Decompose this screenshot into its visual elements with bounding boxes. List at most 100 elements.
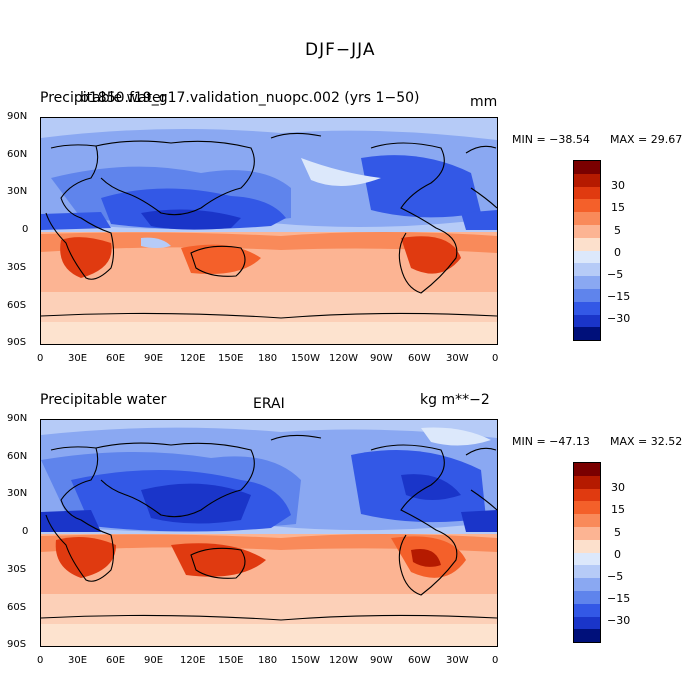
panel-1-map [40,117,498,345]
colorbar-cell [574,565,600,579]
panel-1-max: MAX = 29.67 [610,133,683,146]
colorbar-cell [574,327,600,341]
panel-1-lat-tick: 90S [7,337,27,348]
panel-2-lon-tick: 180 [258,655,278,666]
panel-1-lat-tick: 30S [7,262,27,273]
panel-2-colorbar-label: 0 [614,548,621,561]
panel-1-case-title: b1850.f19_g17.validation_nuopc.002 (yrs … [80,90,420,106]
colorbar-cell [574,616,600,630]
colorbar-cell [574,314,600,328]
colorbar-cell [574,250,600,264]
colorbar-cell [574,301,600,315]
panel-2-lon-tick: 150E [218,655,244,666]
colorbar-cell [574,488,600,502]
panel-2-max: MAX = 32.52 [610,435,683,448]
panel-2-lon-tick: 30E [68,655,88,666]
panel-1-lon-tick: 60W [408,353,431,364]
panel-2-lat-tick: 30S [7,564,27,575]
panel-1-colorbar-label: −5 [607,268,624,281]
colorbar-cell [574,539,600,553]
colorbar-cell [574,552,600,566]
colorbar-cell [574,475,600,489]
panel-1-colorbar-label: 15 [611,201,625,214]
panel-2-lat-tick: 90N [7,413,28,424]
panel-1-lat-tick: 60S [7,300,27,311]
panel-2-colorbar-label: −15 [607,592,631,605]
colorbar-cell [574,186,600,200]
panel-1-colorbar-cells [574,161,600,341]
figure-title: DJF−JJA [305,40,376,60]
panel-2-colorbar [573,462,601,644]
panel-2-lon-tick: 90E [144,655,164,666]
panel-2-lat-tick: 90S [7,639,27,650]
panel-2-lat-tick: 0 [22,526,29,537]
panel-2-lon-tick: 60E [106,655,126,666]
colorbar-cell [574,501,600,515]
panel-2-lon-tick: 60W [408,655,431,666]
panel-2-lon-tick: 120W [329,655,358,666]
colorbar-cell [574,237,600,251]
colorbar-cell [574,263,600,277]
colorbar-cell [574,590,600,604]
colorbar-cell [574,161,600,174]
colorbar-cell [574,276,600,289]
panel-2-colorbar-label: 15 [611,503,625,516]
panel-1-lon-tick: 0 [492,353,499,364]
panel-1-lon-tick: 0 [37,353,44,364]
colorbar-cell [574,526,600,540]
panel-2-map-svg [41,420,497,646]
panel-2-colorbar-label: −30 [607,614,631,627]
panel-2-lon-tick: 0 [492,655,499,666]
colorbar-cell [574,224,600,238]
panel-1-colorbar-label: 30 [611,179,625,192]
panel-1-lat-tick: 90N [7,111,28,122]
panel-1-left-title: Precipitable water [40,90,167,106]
colorbar-cell [574,578,600,591]
panel-2-min: MIN = −47.13 [512,435,590,448]
panel-2-lat-tick: 60N [7,451,28,462]
panel-2-case-title: ERAI [253,396,285,412]
colorbar-cell [574,173,600,187]
panel-1-colorbar [573,160,601,342]
panel-1-lon-tick: 30W [446,353,469,364]
panel-1-colorbar-label: −15 [607,290,631,303]
panel-2-left-title: Precipitable water [40,392,167,408]
panel-1-lat-tick: 30N [7,186,28,197]
colorbar-cell [574,463,600,476]
panel-1-lon-tick: 150W [291,353,320,364]
panel-1-lon-tick: 120W [329,353,358,364]
panel-1-lon-tick: 90E [144,353,164,364]
panel-1-lon-tick: 30E [68,353,88,364]
colorbar-cell [574,212,600,225]
panel-1-colorbar-label: 5 [614,224,621,237]
colorbar-cell [574,288,600,302]
panel-1-lat-tick: 60N [7,149,28,160]
panel-2-colorbar-cells [574,463,600,643]
panel-2-units: kg m**−2 [420,392,490,408]
panel-1-units: mm [470,94,498,110]
colorbar-cell [574,199,600,213]
panel-1-min: MIN = −38.54 [512,133,590,146]
panel-1-map-svg [41,118,497,344]
panel-2-map [40,419,498,647]
panel-2-lon-tick: 0 [37,655,44,666]
panel-2-colorbar-label: −5 [607,570,624,583]
panel-1-lon-tick: 180 [258,353,278,364]
panel-1-lon-tick: 120E [180,353,206,364]
panel-2-lat-tick: 60S [7,602,27,613]
panel-2-lon-tick: 120E [180,655,206,666]
panel-2-lat-tick: 30N [7,488,28,499]
panel-1-colorbar-label: −30 [607,312,631,325]
panel-1-lon-tick: 150E [218,353,244,364]
panel-1-lon-tick: 90W [370,353,393,364]
colorbar-cell [574,603,600,617]
panel-2-lon-tick: 30W [446,655,469,666]
panel-2-lon-tick: 90W [370,655,393,666]
panel-2-colorbar-label: 30 [611,481,625,494]
panel-1-lon-tick: 60E [106,353,126,364]
panel-1-lat-tick: 0 [22,224,29,235]
panel-1-colorbar-label: 0 [614,246,621,259]
colorbar-cell [574,514,600,527]
panel-2-colorbar-label: 5 [614,526,621,539]
panel-2-lon-tick: 150W [291,655,320,666]
